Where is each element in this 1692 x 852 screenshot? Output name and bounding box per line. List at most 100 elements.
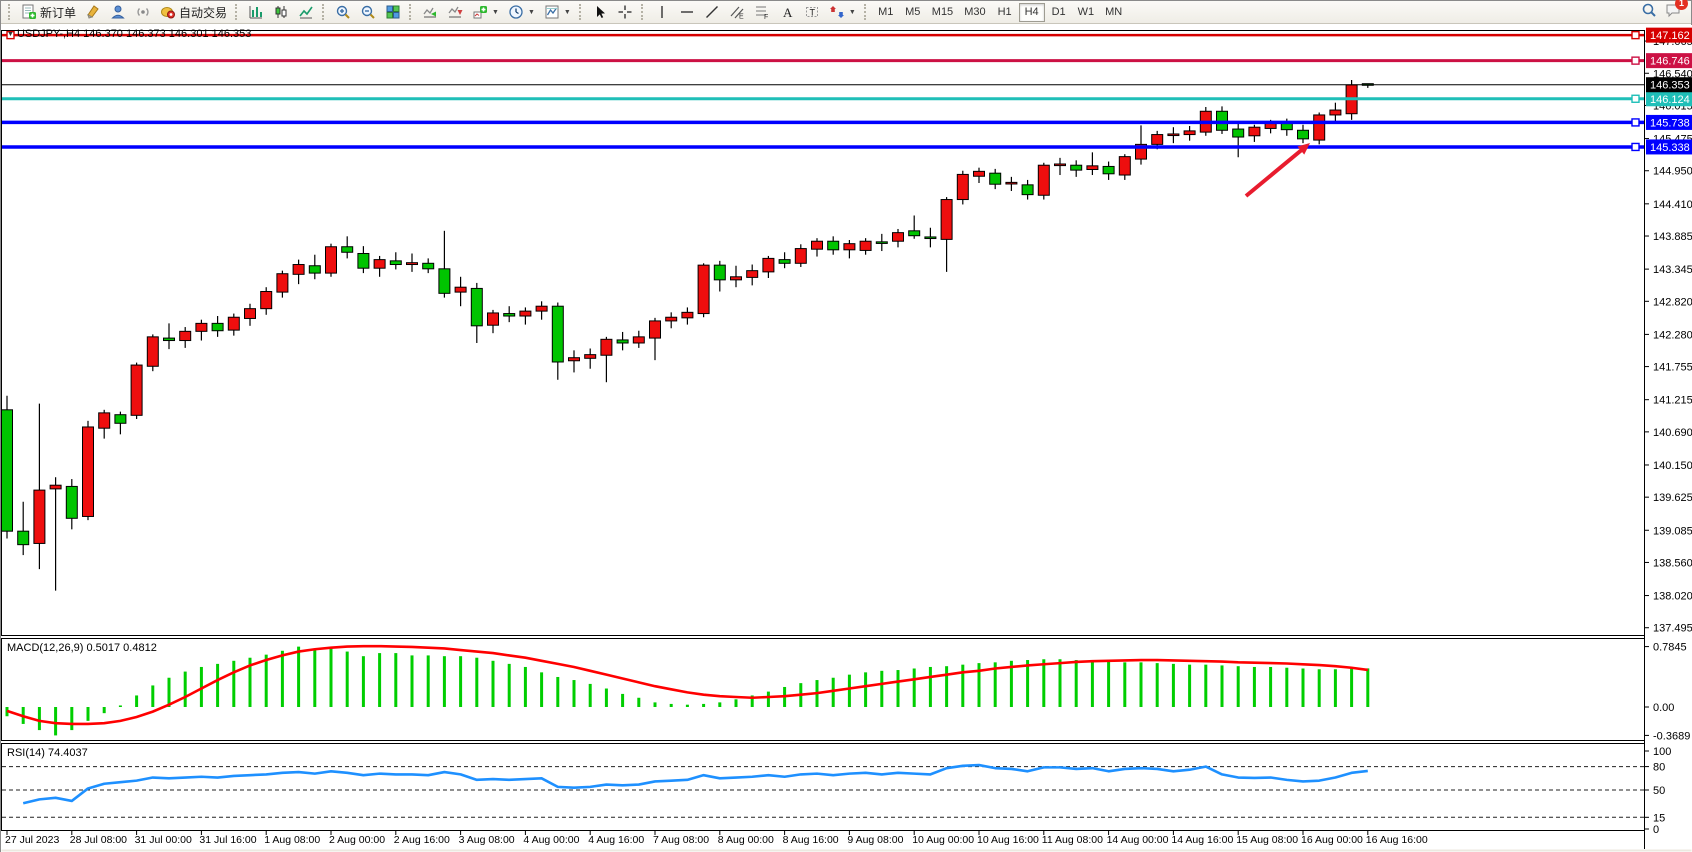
zoom-in-button[interactable] [331,2,355,22]
candle-body [600,338,613,356]
timeframe-MN-button[interactable]: MN [1100,3,1127,22]
timeframe-W1-button[interactable]: W1 [1073,3,1100,22]
crosshair-icon [618,5,632,19]
chart-shift-button[interactable] [443,2,467,22]
candle-body [827,240,840,251]
time-tick-label: 3 Aug 08:00 [459,834,515,846]
candle-body [875,241,888,244]
line-handle[interactable] [1631,56,1640,65]
candle-body [373,259,386,269]
auto-scroll-button[interactable] [418,2,442,22]
line-chart-button[interactable] [294,2,318,22]
time-tick-label: 7 Aug 08:00 [653,834,709,846]
candle-body [49,484,62,490]
cursor-icon [596,6,605,18]
crosshair-button[interactable] [613,2,637,22]
timeframe-H4-button[interactable]: H4 [1018,2,1045,22]
notifications-button[interactable]: 1 [1665,0,1688,23]
new-order-button[interactable]: 新订单 [17,2,80,22]
channel-button[interactable]: E [725,2,749,22]
tile-windows-button[interactable] [381,2,405,22]
svg-text:A: A [783,5,793,20]
candle-body [924,236,937,240]
candle-body [892,232,904,242]
time-tick-label: 8 Aug 00:00 [718,834,774,846]
timeframe-H1-button[interactable]: H1 [992,3,1018,22]
time-tick-label: 9 Aug 08:00 [847,834,903,846]
vertical-line-button[interactable] [650,2,674,22]
time-tick-label: 10 Aug 16:00 [977,834,1039,846]
styler-button[interactable] [81,2,105,22]
candle-body [65,485,78,519]
label-button[interactable]: T [800,2,824,22]
time-tick-label: 16 Aug 00:00 [1301,834,1363,846]
candle-body [406,262,418,266]
time-scale[interactable]: 27 Jul 2023 28 Jul 08:00 31 Jul 00:00 31 Ju… [5,830,1428,846]
bar-chart-button[interactable] [244,2,268,22]
candle-body [211,322,224,332]
templates-button[interactable]: ▼ [540,2,575,22]
zoom-out-button[interactable] [356,2,380,22]
text-button[interactable]: A [775,2,799,22]
candlestick-chart-button[interactable] [269,2,293,22]
price-tick-label: 144.410 [1653,199,1692,211]
time-tick-label: 14 Aug 16:00 [1171,834,1233,846]
timeframe-M30-button[interactable]: M30 [959,3,990,22]
dropdown-caret-icon: ▼ [563,8,571,16]
brush-icon [87,5,99,19]
price-tick-label: 140.150 [1653,460,1692,472]
candle-body [1102,165,1115,175]
time-tick-label: 4 Aug 00:00 [523,834,579,846]
fibonacci-button[interactable]: F [750,2,774,22]
line-handle[interactable] [1631,118,1640,127]
arrow-annotation[interactable] [1244,143,1310,198]
time-tick-label: 15 Aug 08:00 [1236,834,1298,846]
line-handle[interactable] [1631,94,1640,103]
timeframe-M5-button[interactable]: M5 [900,3,926,22]
horizontal-line-button[interactable] [675,2,699,22]
candle-body [1054,163,1066,167]
line-handle[interactable] [1631,142,1640,152]
candle-body [438,268,451,294]
timeframe-M1-button[interactable]: M1 [873,3,899,22]
macd-scale-label: 0.00 [1653,702,1674,714]
notification-badge: 1 [1675,0,1688,10]
candle-body [195,322,208,332]
signals-button[interactable] [131,2,155,22]
signal-icon [137,8,149,16]
candle-body [98,412,111,429]
toolbar-grip[interactable] [8,4,13,20]
candle-body [276,273,289,293]
arrows-button[interactable]: ▼ [825,2,860,22]
candle-body [341,246,354,253]
candle-body [811,240,823,250]
chart-bars-icon [249,6,263,19]
time-tick-label: 11 Aug 08:00 [1042,834,1103,846]
horizontal-line-objects[interactable] [2,30,1644,152]
symbol-dropdown-marker[interactable]: ▼ [7,31,14,38]
timeframe-M15-button[interactable]: M15 [927,3,958,22]
candle-body [762,257,775,273]
search-icon [1642,3,1656,17]
community-button[interactable] [106,2,130,22]
line-handle[interactable] [1631,30,1640,40]
candle-body [130,364,143,416]
autotrading-button[interactable]: 自动交易 [156,2,231,22]
candle-body [1248,126,1261,137]
chart-plot[interactable]: 147.065146.540146.015145.475144.950144.4… [1,25,1692,852]
price-scale[interactable]: 147.065146.540146.015145.475144.950144.4… [1644,27,1692,849]
trendline-button[interactable] [700,2,724,22]
svg-text:T: T [809,8,815,18]
price-badge [1646,77,1692,93]
periods-button[interactable]: ▼ [504,2,539,22]
line-handle[interactable] [6,30,15,40]
search-button[interactable] [1641,2,1657,23]
indicators-button[interactable]: ▼ [468,2,503,22]
candle-body [1,409,13,532]
rsi-panel [1,743,1645,831]
candle-body [746,270,759,278]
cursor-button[interactable] [588,2,612,22]
timeframe-D1-button[interactable]: D1 [1046,3,1072,22]
price-tick-label: 141.755 [1653,362,1692,374]
candle-body [584,354,597,359]
